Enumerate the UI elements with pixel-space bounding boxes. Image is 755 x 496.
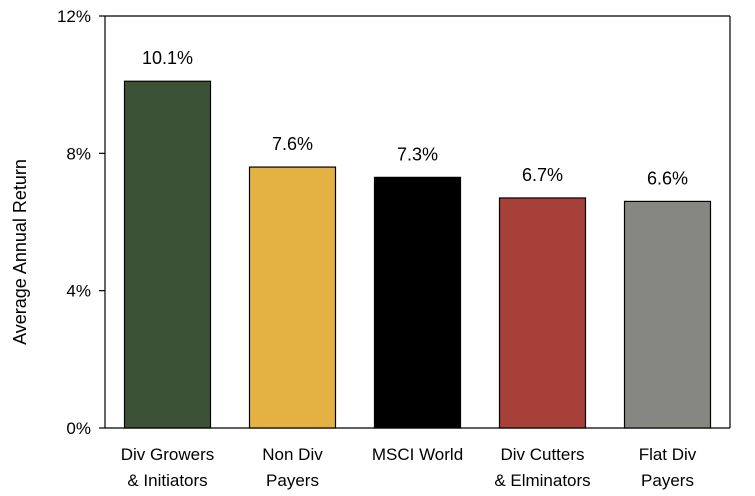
y-tick-label: 0% <box>66 419 91 438</box>
x-tick-label: & Initiators <box>127 471 207 490</box>
data-label: 7.3% <box>397 144 438 164</box>
x-tick-label: MSCI World <box>372 445 463 464</box>
chart-bars <box>123 80 712 429</box>
bar <box>123 80 212 429</box>
y-tick-label: 12% <box>57 7 91 26</box>
x-tick-label: Payers <box>266 471 319 490</box>
x-axis-tick-labels: Div Growers & Initiators Non Div Payers MSCI… <box>121 445 697 490</box>
x-tick-label: Payers <box>641 471 694 490</box>
x-tick-label: Non Div <box>262 445 323 464</box>
bar <box>498 197 587 429</box>
data-label: 6.7% <box>522 165 563 185</box>
x-tick-label: Div Growers <box>121 445 215 464</box>
data-label: 10.1% <box>142 48 193 68</box>
chart-data-labels: 10.1% 7.6% 7.3% 6.7% 6.6% <box>142 48 688 188</box>
x-tick-label: Div Cutters <box>500 445 584 464</box>
data-label: 6.6% <box>647 168 688 188</box>
y-tick-label: 4% <box>66 282 91 301</box>
bar <box>248 166 337 429</box>
y-tick-label: 8% <box>66 144 91 163</box>
y-axis-label: Average Annual Return <box>10 159 30 345</box>
x-tick-label: Flat Div <box>639 445 697 464</box>
bar <box>373 176 462 429</box>
data-label: 7.6% <box>272 134 313 154</box>
y-axis-tick-labels: 0% 4% 8% 12% <box>57 7 105 438</box>
bar <box>623 200 712 429</box>
x-tick-label: & Elminators <box>494 471 590 490</box>
